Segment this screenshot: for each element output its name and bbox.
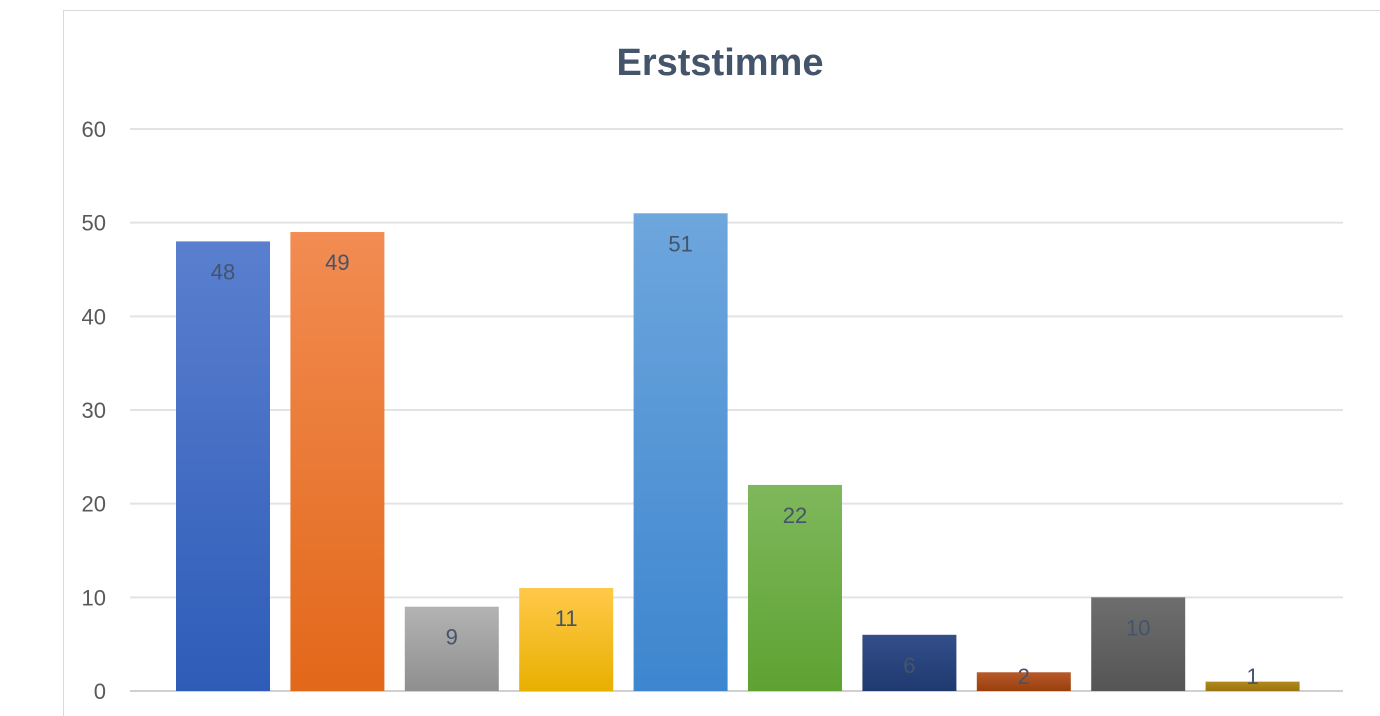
data-label: 51	[668, 231, 692, 256]
chart-title: Erststimme	[616, 42, 824, 84]
y-tick-label: 40	[82, 304, 106, 329]
data-label: 6	[903, 653, 915, 678]
y-tick-label: 60	[82, 117, 106, 142]
y-tick-label: 0	[94, 679, 106, 704]
y-axis-ticks: 0 10 20 30 40 50 60	[82, 117, 106, 704]
data-label: 2	[1018, 664, 1030, 689]
data-label: 22	[783, 503, 807, 528]
bar	[1205, 681, 1300, 691]
bar	[862, 634, 957, 691]
data-label: 1	[1246, 664, 1258, 689]
bar	[176, 241, 270, 691]
y-tick-label: 10	[82, 585, 106, 610]
bar	[1091, 597, 1186, 691]
y-tick-label: 50	[82, 211, 106, 236]
bar	[633, 213, 728, 692]
data-label: 11	[555, 606, 578, 631]
data-label: 9	[446, 625, 458, 650]
data-label: 48	[211, 259, 235, 284]
bars	[176, 213, 1300, 692]
bar	[748, 484, 842, 691]
bar	[290, 232, 385, 692]
data-label: 49	[325, 250, 349, 275]
y-tick-label: 20	[82, 492, 106, 517]
data-labels: 48 49 9 11 51 22 6 2 10 1	[211, 231, 1259, 689]
bar	[976, 672, 1071, 691]
y-tick-label: 30	[82, 398, 106, 423]
bar	[519, 587, 614, 691]
data-label: 10	[1126, 615, 1150, 640]
bar	[404, 606, 499, 691]
